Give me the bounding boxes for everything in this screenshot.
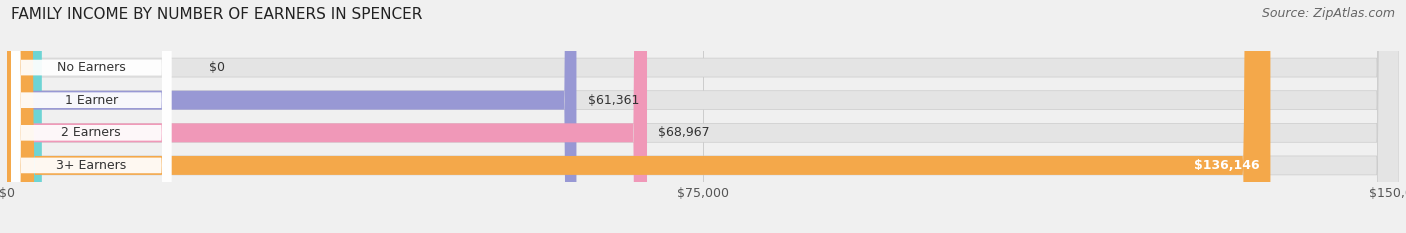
- FancyBboxPatch shape: [11, 0, 172, 233]
- FancyBboxPatch shape: [7, 0, 1399, 233]
- Text: FAMILY INCOME BY NUMBER OF EARNERS IN SPENCER: FAMILY INCOME BY NUMBER OF EARNERS IN SP…: [11, 7, 423, 22]
- Text: 1 Earner: 1 Earner: [65, 94, 118, 107]
- Text: $136,146: $136,146: [1194, 159, 1260, 172]
- FancyBboxPatch shape: [7, 0, 576, 233]
- Text: 3+ Earners: 3+ Earners: [56, 159, 127, 172]
- FancyBboxPatch shape: [7, 0, 1399, 233]
- Text: No Earners: No Earners: [56, 61, 125, 74]
- FancyBboxPatch shape: [7, 0, 1399, 233]
- FancyBboxPatch shape: [11, 0, 172, 233]
- FancyBboxPatch shape: [7, 0, 42, 233]
- Text: $0: $0: [209, 61, 225, 74]
- FancyBboxPatch shape: [7, 0, 1271, 233]
- Text: 2 Earners: 2 Earners: [62, 126, 121, 139]
- Text: $61,361: $61,361: [588, 94, 638, 107]
- Text: Source: ZipAtlas.com: Source: ZipAtlas.com: [1261, 7, 1395, 20]
- FancyBboxPatch shape: [11, 0, 172, 233]
- FancyBboxPatch shape: [7, 0, 1399, 233]
- FancyBboxPatch shape: [7, 0, 647, 233]
- Text: $68,967: $68,967: [658, 126, 710, 139]
- FancyBboxPatch shape: [11, 0, 172, 233]
